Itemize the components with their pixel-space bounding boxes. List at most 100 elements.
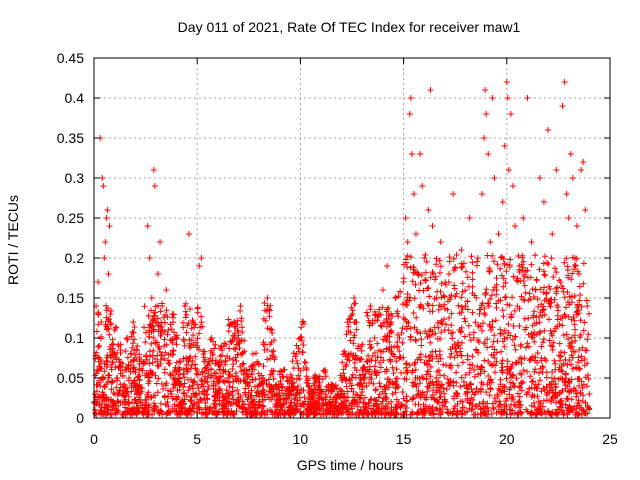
data-point bbox=[98, 319, 105, 325]
data-point bbox=[121, 367, 128, 373]
data-point bbox=[363, 383, 370, 389]
y-tick-label: 0.4 bbox=[65, 90, 85, 106]
data-point bbox=[105, 271, 112, 277]
data-point bbox=[309, 399, 316, 405]
data-point bbox=[388, 319, 395, 325]
data-point bbox=[249, 351, 256, 357]
data-point bbox=[104, 207, 111, 213]
data-point bbox=[173, 335, 180, 341]
data-point bbox=[163, 287, 170, 293]
data-point bbox=[404, 239, 411, 245]
data-point bbox=[505, 167, 512, 173]
data-point bbox=[466, 215, 473, 221]
data-point bbox=[561, 79, 568, 85]
data-point bbox=[495, 231, 502, 237]
data-point bbox=[559, 103, 566, 109]
data-point bbox=[124, 335, 131, 341]
data-point bbox=[433, 295, 440, 301]
data-point bbox=[384, 263, 391, 269]
data-point bbox=[499, 199, 506, 205]
data-point bbox=[285, 391, 292, 397]
data-point bbox=[578, 167, 585, 173]
data-point bbox=[580, 159, 587, 165]
data-point bbox=[429, 223, 436, 229]
data-point bbox=[485, 151, 492, 157]
data-point bbox=[569, 175, 576, 181]
data-point bbox=[367, 303, 374, 309]
data-point bbox=[342, 351, 349, 357]
data-point bbox=[489, 95, 496, 101]
data-point bbox=[101, 255, 108, 261]
y-tick-label: 0.3 bbox=[65, 170, 85, 186]
data-point bbox=[237, 303, 244, 309]
data-point bbox=[231, 319, 238, 325]
data-point bbox=[553, 167, 560, 173]
data-point bbox=[421, 255, 428, 261]
data-point bbox=[482, 87, 489, 93]
y-tick-label: 0.15 bbox=[57, 290, 84, 306]
data-point bbox=[446, 271, 453, 277]
data-point bbox=[150, 167, 157, 173]
data-point bbox=[305, 383, 312, 389]
data-point bbox=[419, 183, 426, 189]
data-point bbox=[545, 127, 552, 133]
data-point bbox=[412, 231, 419, 237]
data-point bbox=[318, 391, 325, 397]
y-tick-label: 0.1 bbox=[65, 330, 85, 346]
data-point bbox=[132, 367, 139, 373]
x-tick-label: 10 bbox=[293, 431, 309, 447]
data-point bbox=[392, 295, 399, 301]
data-point bbox=[501, 143, 508, 149]
data-point bbox=[410, 191, 417, 197]
data-point bbox=[301, 359, 308, 365]
y-tick-label: 0.35 bbox=[57, 130, 84, 146]
data-point bbox=[338, 375, 345, 381]
data-point bbox=[169, 311, 176, 317]
data-marks-background bbox=[91, 251, 593, 418]
data-point bbox=[144, 223, 151, 229]
x-axis-label: GPS time / hours bbox=[297, 457, 404, 473]
data-point bbox=[474, 255, 481, 261]
data-point bbox=[102, 239, 109, 245]
data-point bbox=[151, 183, 158, 189]
data-point bbox=[557, 279, 564, 285]
data-point bbox=[152, 319, 159, 325]
data-point bbox=[167, 351, 174, 357]
data-point bbox=[276, 399, 283, 405]
data-point bbox=[516, 263, 523, 269]
data-point bbox=[208, 335, 215, 341]
data-point bbox=[334, 391, 341, 397]
data-point bbox=[396, 335, 403, 341]
data-point bbox=[92, 399, 99, 405]
data-point bbox=[402, 215, 409, 221]
data-point bbox=[185, 231, 192, 237]
data-point bbox=[359, 367, 366, 373]
data-point bbox=[322, 367, 329, 373]
plot-frame bbox=[93, 57, 611, 419]
data-point bbox=[507, 111, 514, 117]
data-point bbox=[407, 95, 414, 101]
x-tick-label: 0 bbox=[90, 431, 98, 447]
y-tick-label: 0.2 bbox=[65, 250, 85, 266]
data-point bbox=[450, 191, 457, 197]
data-point bbox=[154, 271, 161, 277]
data-point bbox=[107, 311, 114, 317]
data-point bbox=[212, 383, 219, 389]
x-tick-label: 20 bbox=[499, 431, 515, 447]
data-point bbox=[268, 327, 275, 333]
data-point bbox=[417, 151, 424, 157]
data-point bbox=[245, 383, 252, 389]
data-point bbox=[216, 359, 223, 365]
data-point bbox=[458, 247, 465, 253]
data-point bbox=[549, 231, 556, 237]
data-point bbox=[119, 383, 126, 389]
y-axis-label: ROTI / TECUs bbox=[5, 195, 21, 285]
data-point bbox=[427, 87, 434, 93]
data-point bbox=[177, 359, 184, 365]
data-point bbox=[256, 391, 263, 397]
data-point bbox=[293, 351, 300, 357]
data-point bbox=[161, 343, 168, 349]
data-point bbox=[134, 343, 141, 349]
data-point bbox=[470, 335, 477, 341]
